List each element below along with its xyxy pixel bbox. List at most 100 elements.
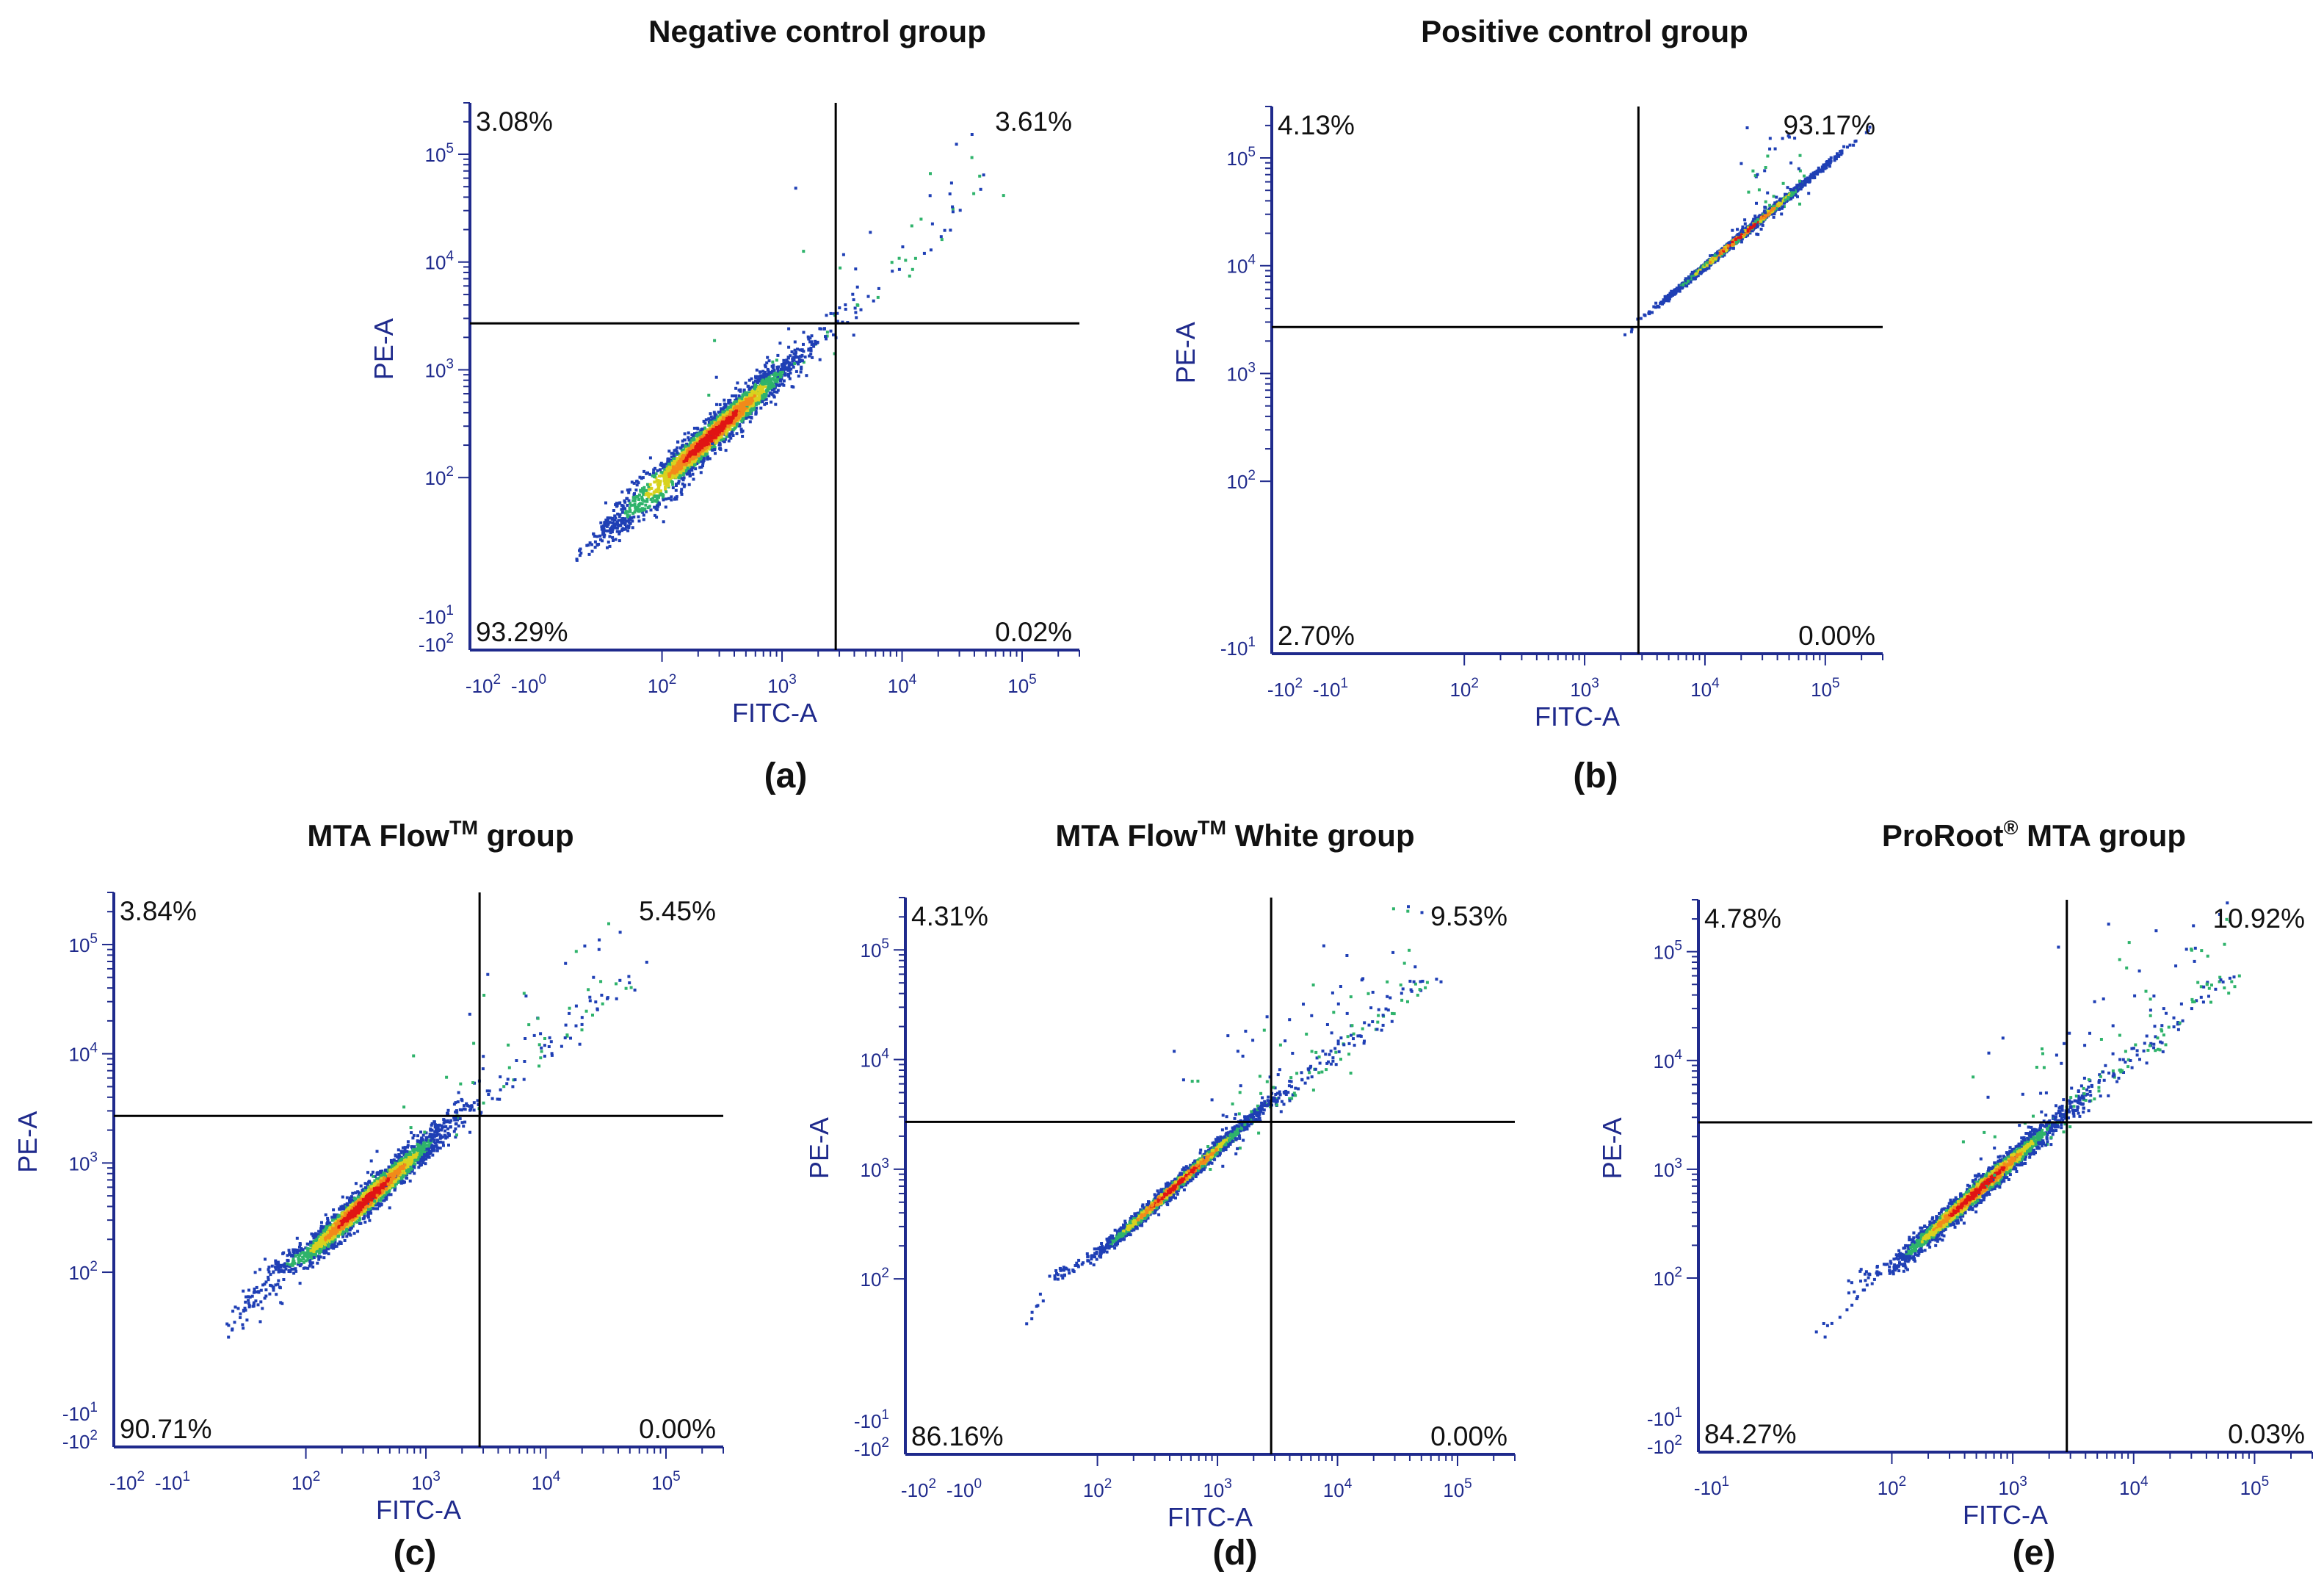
event-dot xyxy=(661,496,665,499)
x-tick-label: -102 xyxy=(466,672,501,697)
event-dot xyxy=(620,490,624,494)
event-dot xyxy=(771,360,775,364)
event-dot xyxy=(979,187,982,191)
event-dot xyxy=(729,403,733,407)
event-dot xyxy=(1817,166,1820,170)
event-dot xyxy=(706,436,710,440)
event-dot xyxy=(789,354,792,358)
event-dot xyxy=(694,447,698,451)
event-dot xyxy=(766,356,770,359)
event-dot xyxy=(745,405,749,408)
event-dot xyxy=(684,461,688,464)
event-dot xyxy=(1773,147,1777,151)
event-dot xyxy=(1800,180,1804,184)
event-dot xyxy=(624,511,627,515)
event-dot xyxy=(631,496,635,499)
event-dot xyxy=(616,512,620,516)
event-dot xyxy=(648,456,652,460)
event-dot xyxy=(674,448,678,452)
event-dot xyxy=(852,333,855,337)
event-dot xyxy=(1833,159,1836,162)
event-dot xyxy=(777,372,781,376)
event-dot xyxy=(635,483,639,487)
event-dot xyxy=(715,426,719,430)
event-dot xyxy=(1839,150,1843,154)
event-dot xyxy=(1772,195,1775,198)
event-dot xyxy=(800,365,803,369)
event-dot xyxy=(727,439,731,443)
event-dot xyxy=(689,441,692,444)
event-dot xyxy=(642,508,646,512)
event-dot xyxy=(646,491,650,495)
event-dot xyxy=(819,327,823,331)
event-dot xyxy=(658,474,661,478)
event-dot xyxy=(618,513,622,516)
event-dot xyxy=(792,358,795,361)
event-dot xyxy=(714,440,718,444)
event-dot xyxy=(612,539,615,542)
event-dot xyxy=(748,409,752,413)
event-dot xyxy=(665,462,668,466)
event-dot xyxy=(678,474,681,477)
event-dot xyxy=(623,522,627,526)
event-dot xyxy=(1709,254,1712,258)
event-dot xyxy=(767,369,770,372)
event-dot xyxy=(720,413,724,416)
event-dot xyxy=(841,253,845,256)
event-dot xyxy=(800,359,804,363)
event-dot xyxy=(701,461,705,465)
event-dot xyxy=(714,438,717,441)
event-dot xyxy=(634,480,638,483)
event-dot xyxy=(705,433,708,437)
event-dot xyxy=(735,409,738,413)
event-dot xyxy=(712,411,716,414)
event-dot xyxy=(696,446,700,450)
event-dot xyxy=(700,438,703,441)
event-dot xyxy=(686,454,689,458)
event-dot xyxy=(851,292,855,296)
event-dot xyxy=(698,466,702,469)
event-dot xyxy=(810,334,814,338)
event-dot xyxy=(657,487,661,490)
event-dot xyxy=(664,488,667,491)
event-dot xyxy=(648,472,652,476)
event-dot xyxy=(604,501,607,505)
event-dot xyxy=(1758,214,1762,217)
event-dot xyxy=(575,558,579,562)
event-dot xyxy=(713,414,717,417)
event-dot xyxy=(756,375,760,378)
event-dot xyxy=(829,329,833,333)
event-dot xyxy=(609,516,612,520)
event-dot xyxy=(706,442,710,446)
event-dot xyxy=(631,526,634,530)
event-dot xyxy=(673,472,677,475)
event-dot xyxy=(1780,212,1784,216)
event-dot xyxy=(702,458,706,462)
event-dot xyxy=(679,491,683,494)
event-dot xyxy=(1654,301,1658,305)
event-dot xyxy=(676,446,679,450)
event-dot xyxy=(1757,188,1761,192)
event-dot xyxy=(709,415,713,419)
event-dot xyxy=(779,378,783,381)
event-dot xyxy=(744,381,747,385)
event-dot xyxy=(679,457,683,461)
event-dot xyxy=(760,387,764,391)
event-dot xyxy=(703,441,707,444)
event-dot xyxy=(750,407,754,411)
event-dot xyxy=(654,474,656,477)
event-dot xyxy=(680,493,684,496)
event-dot xyxy=(852,298,855,302)
event-dot xyxy=(736,381,739,385)
y-tick-label: 104 xyxy=(425,249,455,274)
event-dot xyxy=(642,513,645,517)
event-dot xyxy=(737,414,741,417)
event-dot xyxy=(786,368,790,372)
event-dot xyxy=(805,374,808,378)
event-dot xyxy=(771,386,774,389)
event-dot xyxy=(1753,174,1757,178)
event-dot xyxy=(615,522,619,526)
event-dot xyxy=(825,331,829,334)
event-dot xyxy=(703,436,707,438)
event-dot xyxy=(1816,173,1820,176)
